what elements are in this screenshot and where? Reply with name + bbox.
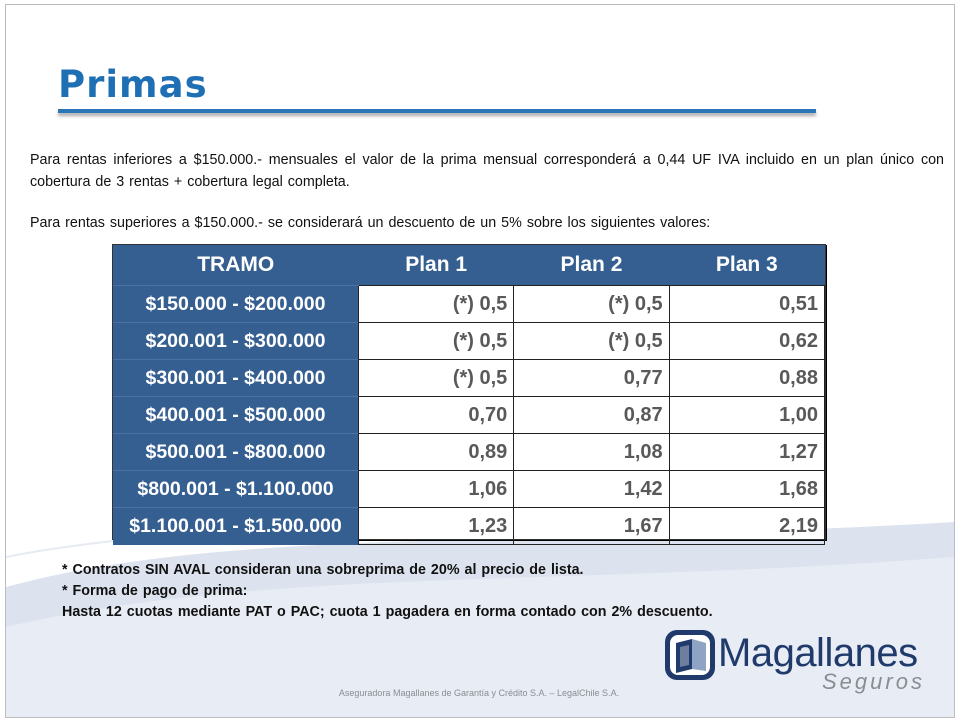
plan1-cell: (*) 0,5 <box>357 322 515 360</box>
plan3-cell: 0,51 <box>668 285 826 323</box>
tramo-cell: $150.000 - $200.000 <box>113 285 359 323</box>
slide-title: Primas <box>58 63 208 106</box>
plan2-cell: (*) 0,5 <box>513 285 670 323</box>
logo-name: Magallanes <box>718 631 918 675</box>
header-plan-1: Plan 1 <box>358 245 514 286</box>
table-row: $400.001 - $500.000 0,70 0,87 1,00 <box>113 396 826 434</box>
discount-paragraph: Para rentas superiores a $150.000.- se c… <box>30 215 711 231</box>
plan2-cell: 0,87 <box>513 396 670 434</box>
plan1-cell: (*) 0,5 <box>357 285 515 323</box>
footer-label: Aseguradora Magallanes de Garantía y Cré… <box>338 688 620 698</box>
note-sin-aval: * Contratos SIN AVAL consideran una sobr… <box>62 562 584 578</box>
tramo-cell: $500.001 - $800.000 <box>113 433 359 471</box>
note-forma-pago: * Forma de pago de prima: <box>62 583 248 599</box>
tramo-cell: $300.001 - $400.000 <box>113 359 359 397</box>
title-underline <box>58 109 816 113</box>
plan2-cell: 0,77 <box>513 359 670 397</box>
rates-table: TRAMO Plan 1 Plan 2 Plan 3 $150.000 - $2… <box>113 245 826 545</box>
header-plan-3: Plan 3 <box>669 245 825 286</box>
plan1-cell: (*) 0,5 <box>357 359 515 397</box>
background-wave <box>6 517 954 717</box>
footer-text: Aseguradora Magallanes de Garantía y Cré… <box>6 688 954 698</box>
plan3-cell: 0,62 <box>668 322 826 360</box>
plan3-cell: 2,19 <box>668 507 826 545</box>
tramo-cell: $1.100.001 - $1.500.000 <box>113 507 359 545</box>
logo-subtitle: Seguros <box>822 669 925 694</box>
table-row: $1.100.001 - $1.500.000 1,23 1,67 2,19 <box>113 507 826 545</box>
tramo-cell: $400.001 - $500.000 <box>113 396 359 434</box>
plan2-cell: 1,67 <box>513 507 670 545</box>
intro-paragraph: Para rentas inferiores a $150.000.- mens… <box>30 152 944 190</box>
slide-frame: Primas Para rentas inferiores a $150.000… <box>5 4 955 718</box>
header-plan-2: Plan 2 <box>513 245 670 286</box>
table-row: $200.001 - $300.000 (*) 0,5 (*) 0,5 0,62 <box>113 322 826 360</box>
plan3-cell: 1,27 <box>668 433 826 471</box>
plan1-cell: 0,70 <box>357 396 515 434</box>
tramo-cell: $200.001 - $300.000 <box>113 322 359 360</box>
plan2-cell: 1,08 <box>513 433 670 471</box>
table-row: $800.001 - $1.100.000 1,06 1,42 1,68 <box>113 470 826 508</box>
plan1-cell: 1,23 <box>357 507 515 545</box>
plan3-cell: 1,00 <box>668 396 826 434</box>
plan3-cell: 1,68 <box>668 470 826 508</box>
plan1-cell: 0,89 <box>357 433 515 471</box>
table-row: $500.001 - $800.000 0,89 1,08 1,27 <box>113 433 826 471</box>
plan3-cell: 0,88 <box>668 359 826 397</box>
header-tramo: TRAMO <box>113 245 359 286</box>
note-cuotas: Hasta 12 cuotas mediante PAT o PAC; cuot… <box>62 604 713 620</box>
rates-table-container: TRAMO Plan 1 Plan 2 Plan 3 $150.000 - $2… <box>112 244 826 545</box>
table-row: $300.001 - $400.000 (*) 0,5 0,77 0,88 <box>113 359 826 397</box>
plan1-cell: 1,06 <box>357 470 515 508</box>
plan2-cell: 1,42 <box>513 470 670 508</box>
table-header-row: TRAMO Plan 1 Plan 2 Plan 3 <box>113 245 825 286</box>
plan2-cell: (*) 0,5 <box>513 322 670 360</box>
table-row: $150.000 - $200.000 (*) 0,5 (*) 0,5 0,51 <box>113 285 826 323</box>
magallanes-book-icon <box>665 630 715 680</box>
magallanes-logo: Magallanes Seguros <box>662 625 922 695</box>
footnotes: * Contratos SIN AVAL consideran una sobr… <box>62 560 713 623</box>
tramo-cell: $800.001 - $1.100.000 <box>113 470 359 508</box>
